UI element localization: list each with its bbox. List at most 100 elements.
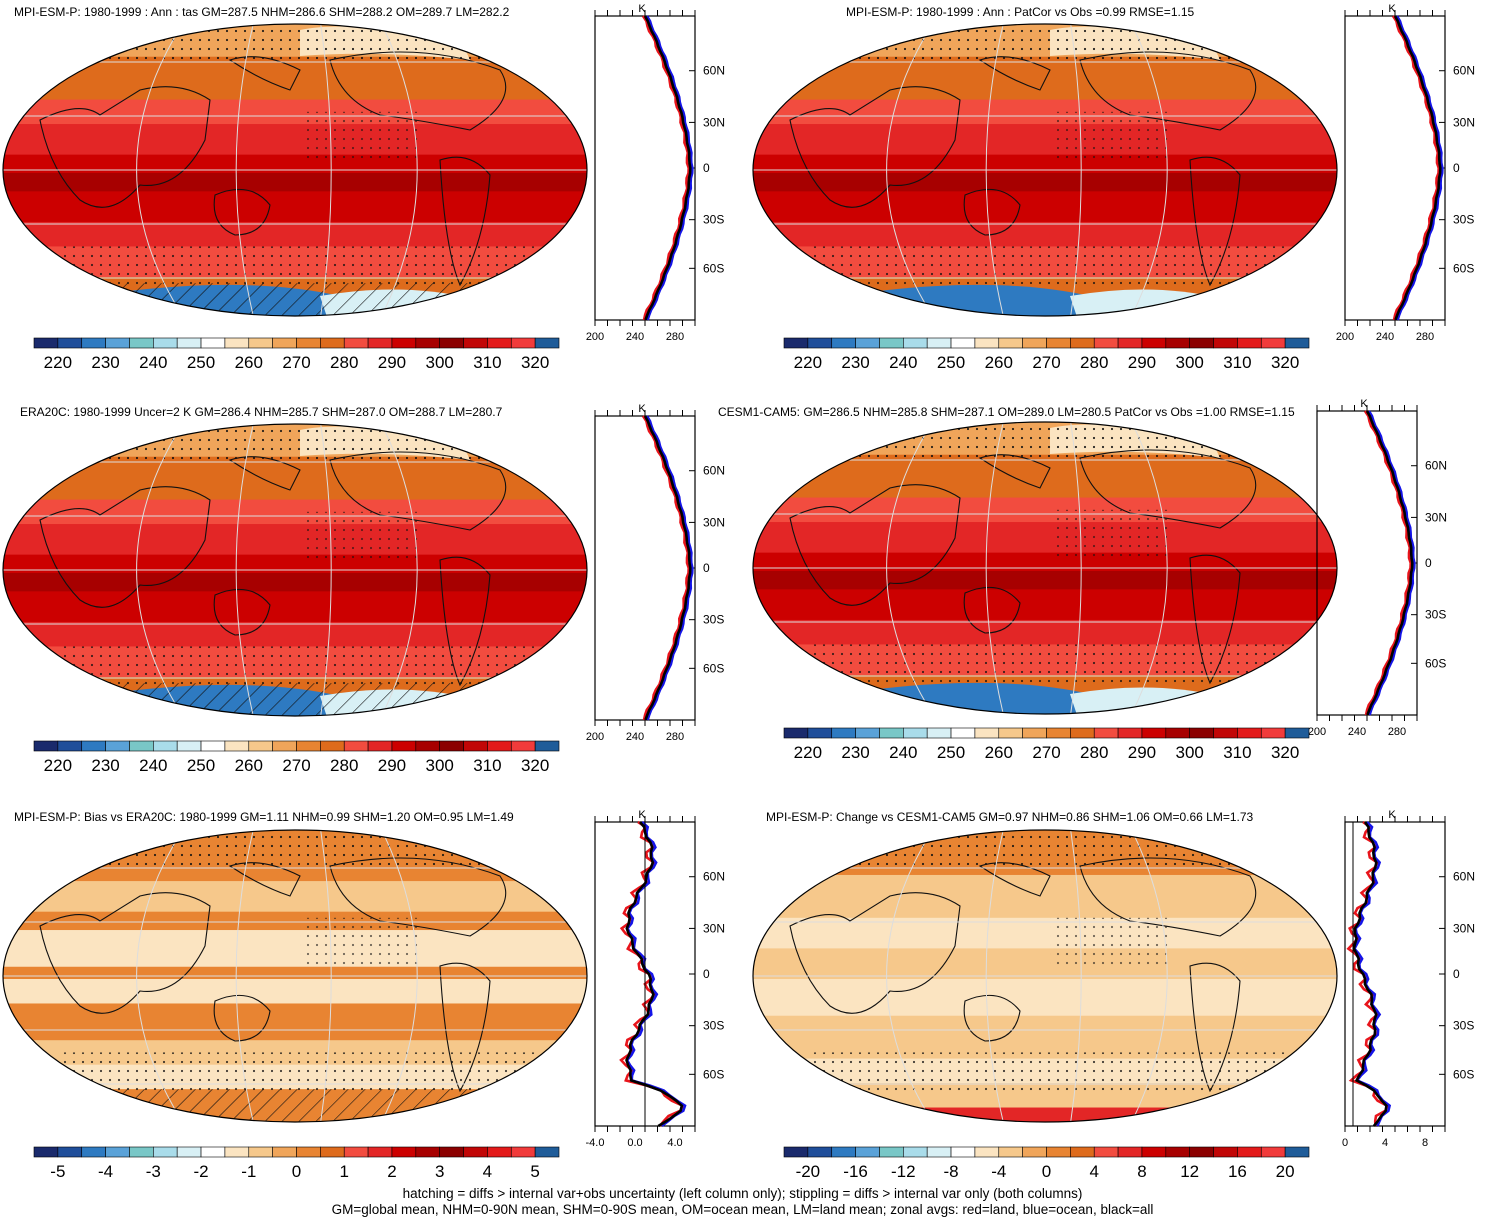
- graticule-lon: [1070, 830, 1082, 1122]
- colorbar-swatch: [1046, 727, 1071, 739]
- colorbar-tick-label: -12: [891, 1162, 916, 1181]
- stippling: [3, 424, 587, 462]
- colorbar-swatch: [831, 337, 856, 349]
- coastline: [789, 892, 961, 1014]
- map-band: [753, 56, 1337, 101]
- zonal-lat-label: 30S: [703, 613, 724, 627]
- colorbar-tick-label: -4: [98, 1162, 113, 1181]
- graticule-lon: [985, 24, 1004, 316]
- map-plot: [752, 829, 1338, 1123]
- stippling: [300, 917, 420, 968]
- colorbar-swatch: [415, 1146, 440, 1158]
- colorbar-tick-label: 240: [139, 756, 167, 775]
- map-band: [753, 917, 1337, 950]
- map-band: [753, 1015, 1337, 1060]
- colorbar-swatch: [105, 1146, 130, 1158]
- map-band: [753, 191, 1337, 223]
- coastline: [39, 86, 211, 208]
- colorbar-swatch: [974, 1146, 1000, 1158]
- colorbar-tick-label: 4: [1089, 1162, 1098, 1181]
- colorbar-tick-label: 220: [794, 743, 822, 762]
- colorbar-tick-label: 260: [985, 353, 1013, 372]
- stippling: [3, 24, 587, 62]
- graticule-lon: [1131, 24, 1168, 316]
- colorbar-tick-label: -5: [50, 1162, 65, 1181]
- colorbar-swatch: [950, 1146, 976, 1158]
- zonal-all-line: [1393, 15, 1442, 321]
- zonal-lat-label: 60N: [703, 464, 725, 478]
- stippling: [60, 1052, 540, 1093]
- colorbar-tick-label: 270: [1032, 743, 1060, 762]
- colorbar-swatch: [1260, 337, 1286, 349]
- colorbar-swatch: [1117, 727, 1143, 739]
- colorbar-tick-label: 320: [1271, 353, 1299, 372]
- graticule-lon: [136, 424, 184, 716]
- colorbar-swatch: [57, 1146, 83, 1158]
- colorbar-swatch: [153, 740, 178, 752]
- colorbar-tick-label: 310: [473, 353, 501, 372]
- zonal-lat-label: 0: [703, 967, 710, 981]
- colorbar-swatch: [510, 337, 536, 349]
- colorbar-swatch: [1141, 727, 1167, 739]
- graticule-lon: [381, 424, 418, 716]
- colorbar-swatch: [296, 337, 321, 349]
- colorbar-tick-label: -16: [843, 1162, 868, 1181]
- zonal-units-label: K: [638, 3, 646, 15]
- map-band: [753, 874, 1337, 919]
- colorbar-swatch: [998, 727, 1023, 739]
- colorbar-tick-label: 1: [339, 1162, 348, 1181]
- colorbar-swatch: [1260, 727, 1286, 739]
- stippling: [753, 24, 1337, 62]
- colorbar-tick-label: 310: [473, 756, 501, 775]
- map-band: [753, 589, 1337, 621]
- map-band: [3, 911, 587, 932]
- colorbar-swatch: [1141, 337, 1167, 349]
- map-band: [3, 573, 587, 593]
- map-band: [753, 99, 1337, 126]
- colorbar-swatch: [463, 1146, 488, 1158]
- colorbar-tick-label: -1: [241, 1162, 256, 1181]
- colorbar-swatch: [1213, 727, 1238, 739]
- colorbar-swatch: [974, 337, 1000, 349]
- zonal-lat-label: 0: [1453, 161, 1460, 175]
- zonal-land-line: [1391, 15, 1441, 321]
- zonal-land-line: [1363, 410, 1413, 716]
- colorbar-swatch: [926, 727, 952, 739]
- stippling: [810, 644, 1290, 685]
- colorbar-swatch: [1117, 337, 1143, 349]
- zonal-mean-plot: K 200 240 280 60N 30N 0 30S 60S: [1336, 3, 1475, 343]
- colorbar-swatch: [248, 1146, 273, 1158]
- zonal-lat-label: 30N: [703, 115, 725, 129]
- colorbar-swatch: [343, 740, 369, 752]
- map-band: [3, 221, 587, 248]
- map-band: [3, 621, 587, 648]
- colorbar-swatch: [879, 337, 904, 349]
- zonal-mean-plot: K 200 240 280 60N 30N 0 30S 60S: [586, 3, 725, 343]
- zonal-all-line: [643, 15, 692, 321]
- zonal-x-tick-label: 200: [586, 331, 604, 343]
- colorbar-swatch: [367, 740, 393, 752]
- colorbar-tick-label: 290: [378, 756, 406, 775]
- colorbar-swatch: [248, 337, 273, 349]
- map-band: [753, 552, 1337, 572]
- graticule-lon: [235, 830, 254, 1122]
- zonal-x-tick-label: 280: [1416, 331, 1434, 343]
- colorbar-swatch: [105, 740, 130, 752]
- coastline: [213, 188, 271, 236]
- map-plot: [2, 829, 588, 1123]
- zonal-x-tick-label: 240: [1376, 331, 1394, 343]
- colorbar-swatch: [487, 1146, 512, 1158]
- colorbar-tick-label: 220: [44, 756, 72, 775]
- zonal-x-tick-label: 0: [1342, 1137, 1348, 1149]
- colorbar-swatch: [783, 337, 809, 349]
- colorbar-swatch: [272, 337, 297, 349]
- map-plot: [2, 423, 588, 717]
- map-border: [752, 23, 1338, 317]
- map-band: [3, 1003, 587, 1042]
- colorbar-tick-label: 260: [235, 353, 263, 372]
- colorbar-swatch: [1237, 1146, 1262, 1158]
- colorbar-swatch: [391, 1146, 417, 1158]
- colorbar-tick-label: 280: [330, 353, 358, 372]
- colorbar-tick-label: 290: [378, 353, 406, 372]
- colorbar-swatch: [950, 727, 976, 739]
